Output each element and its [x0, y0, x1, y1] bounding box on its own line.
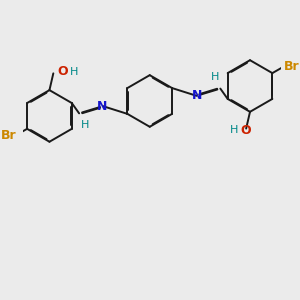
Text: H: H	[211, 72, 219, 82]
Text: Br: Br	[1, 129, 16, 142]
Text: O: O	[57, 65, 68, 78]
Text: N: N	[192, 89, 202, 102]
Text: N: N	[97, 100, 107, 112]
Text: O: O	[240, 124, 251, 136]
Text: Br: Br	[284, 60, 299, 73]
Text: H: H	[81, 120, 89, 130]
Text: H: H	[70, 67, 79, 77]
Text: H: H	[230, 125, 238, 135]
